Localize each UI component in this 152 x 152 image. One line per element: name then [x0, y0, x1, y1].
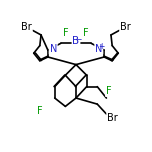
- Text: +: +: [98, 42, 104, 51]
- Text: −: −: [75, 35, 81, 44]
- Text: Br: Br: [21, 22, 32, 32]
- Text: F: F: [63, 28, 69, 38]
- Text: Br: Br: [107, 113, 118, 123]
- Text: F: F: [83, 28, 89, 38]
- Text: Br: Br: [120, 22, 131, 32]
- Text: F: F: [106, 86, 112, 96]
- Text: N: N: [50, 44, 57, 54]
- Text: B: B: [73, 36, 79, 46]
- Text: N: N: [95, 44, 102, 54]
- Text: F: F: [37, 106, 43, 116]
